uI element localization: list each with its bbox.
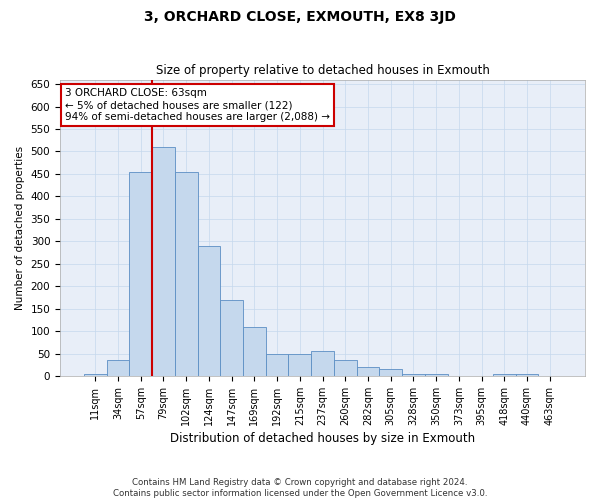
Bar — [84, 374, 107, 376]
Text: Contains HM Land Registry data © Crown copyright and database right 2024.
Contai: Contains HM Land Registry data © Crown c… — [113, 478, 487, 498]
Bar — [107, 360, 130, 376]
Bar — [334, 360, 356, 376]
Bar — [266, 354, 289, 376]
Bar — [152, 147, 175, 376]
Bar — [130, 172, 152, 376]
Bar — [311, 352, 334, 376]
Bar — [425, 374, 448, 376]
Bar — [402, 374, 425, 376]
Y-axis label: Number of detached properties: Number of detached properties — [15, 146, 25, 310]
Title: Size of property relative to detached houses in Exmouth: Size of property relative to detached ho… — [155, 64, 490, 77]
Bar — [243, 326, 266, 376]
Bar — [220, 300, 243, 376]
Bar — [379, 369, 402, 376]
X-axis label: Distribution of detached houses by size in Exmouth: Distribution of detached houses by size … — [170, 432, 475, 445]
Bar — [515, 374, 538, 376]
Bar — [197, 246, 220, 376]
Text: 3 ORCHARD CLOSE: 63sqm
← 5% of detached houses are smaller (122)
94% of semi-det: 3 ORCHARD CLOSE: 63sqm ← 5% of detached … — [65, 88, 330, 122]
Bar — [289, 354, 311, 376]
Text: 3, ORCHARD CLOSE, EXMOUTH, EX8 3JD: 3, ORCHARD CLOSE, EXMOUTH, EX8 3JD — [144, 10, 456, 24]
Bar — [356, 367, 379, 376]
Bar — [175, 172, 197, 376]
Bar — [493, 374, 515, 376]
